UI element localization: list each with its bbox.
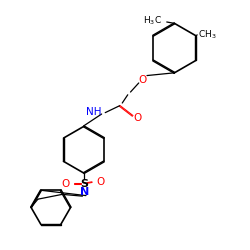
Text: H$_3$C: H$_3$C [143,15,162,28]
Text: O: O [96,177,105,187]
Text: O: O [134,112,142,122]
Text: CH$_3$: CH$_3$ [198,28,217,40]
Text: N: N [80,187,89,197]
Text: O: O [61,178,69,188]
Text: O: O [139,75,147,85]
Text: NH: NH [86,107,102,117]
Text: S: S [80,178,88,188]
